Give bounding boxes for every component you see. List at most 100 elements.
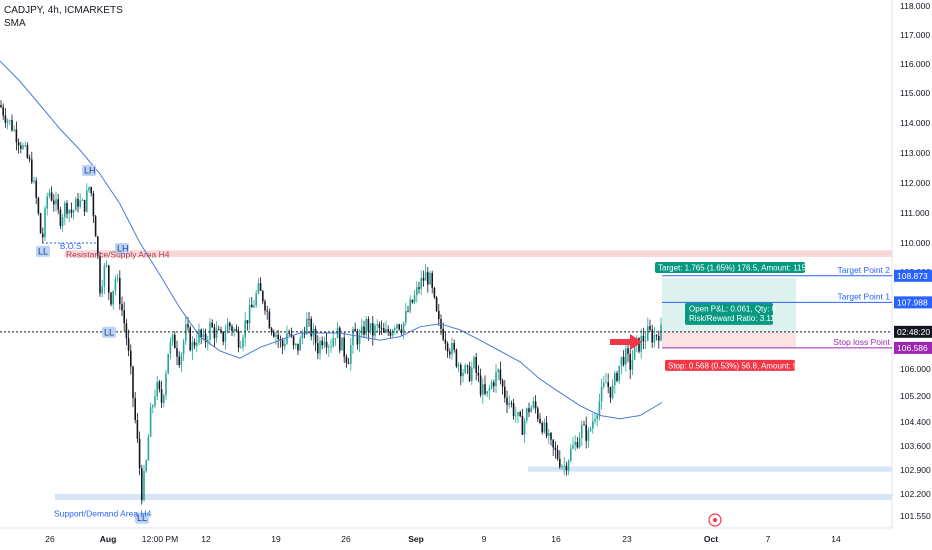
candle-body-273 xyxy=(600,386,603,402)
candle-body-44 xyxy=(97,236,99,256)
candle-208 xyxy=(457,362,460,373)
candle-body-239 xyxy=(526,408,528,421)
candle-97 xyxy=(213,323,216,348)
candle-body-147 xyxy=(323,341,326,346)
candle-body-176 xyxy=(387,329,389,333)
candle-body-217 xyxy=(477,372,480,376)
candle-body-108 xyxy=(237,330,240,348)
candle-197 xyxy=(433,287,436,299)
candle-31 xyxy=(68,209,70,222)
candle-body-298 xyxy=(655,335,658,337)
candle-94 xyxy=(207,335,209,351)
candle-257 xyxy=(565,461,568,476)
candle-58 xyxy=(127,329,130,357)
ll-marker-1: LL xyxy=(36,245,50,257)
candle-body-218 xyxy=(479,375,482,395)
candle-body-137 xyxy=(301,333,304,339)
candle-177 xyxy=(389,329,392,339)
candle-body-42 xyxy=(92,193,95,217)
candle-body-1 xyxy=(2,107,4,116)
candle-body-79 xyxy=(174,334,176,349)
candle-body-266 xyxy=(585,424,587,441)
candle-body-189 xyxy=(416,287,418,296)
candle-246 xyxy=(541,421,543,435)
candle-body-95 xyxy=(209,322,211,340)
candle-body-280 xyxy=(616,372,618,381)
candle-272 xyxy=(598,393,601,421)
candle-body-282 xyxy=(620,356,623,366)
candle-10 xyxy=(22,142,24,151)
candle-196 xyxy=(431,270,433,294)
candle-119 xyxy=(262,289,264,305)
candle-body-27 xyxy=(59,209,62,226)
candle-144 xyxy=(317,335,319,360)
candle-body-112 xyxy=(246,320,249,324)
candle-0 xyxy=(0,100,2,109)
candle-body-271 xyxy=(596,415,598,420)
candle-160 xyxy=(352,326,354,355)
x-tick-7: 9 xyxy=(482,534,487,544)
candle-body-141 xyxy=(310,318,312,337)
ll-marker-1-label: LL xyxy=(38,246,48,256)
candle-body-70 xyxy=(154,396,156,406)
candle-body-208 xyxy=(457,364,460,367)
support-zone xyxy=(55,494,892,501)
candle-66 xyxy=(145,459,147,473)
ll-marker-3-label: LL xyxy=(137,513,147,523)
candle-body-249 xyxy=(548,432,550,436)
candle-190 xyxy=(418,281,420,294)
event-marker-icon[interactable] xyxy=(708,513,722,527)
candle-body-89 xyxy=(196,342,198,346)
candle-269 xyxy=(592,413,594,434)
candle-265 xyxy=(583,420,585,426)
candle-154 xyxy=(339,326,341,354)
levels-layer xyxy=(0,242,892,349)
candle-39 xyxy=(86,183,88,213)
candle-body-221 xyxy=(486,391,488,394)
candle-46 xyxy=(101,279,103,298)
candle-body-50 xyxy=(110,292,112,305)
support-label: Support/Demand Area H4 xyxy=(54,509,152,519)
indicator-name[interactable]: SMA xyxy=(4,18,26,29)
candle-body-56 xyxy=(123,310,125,324)
candle-8 xyxy=(17,138,20,154)
candle-61 xyxy=(134,392,136,424)
candle-body-57 xyxy=(125,323,128,339)
candle-147 xyxy=(323,336,326,348)
event-marker[interactable] xyxy=(708,513,722,527)
candle-167 xyxy=(367,316,370,341)
candle-75 xyxy=(165,369,167,400)
candle-body-76 xyxy=(167,353,169,374)
candle-76 xyxy=(167,353,169,375)
candle-body-60 xyxy=(132,366,134,399)
y-tick-18: 101.550 xyxy=(900,511,931,521)
candle-body-22 xyxy=(48,192,51,197)
x-axis[interactable]: 26 Aug 12:00 PM 12 19 26 Sep 9 16 23 Oct 7 14 xyxy=(45,534,841,544)
candle-187 xyxy=(411,299,414,304)
y-axis[interactable]: 118.000 117.000 116.000 115.000 114.000 113.0… xyxy=(900,1,931,521)
candle-201 xyxy=(442,322,444,342)
candle-body-54 xyxy=(119,277,121,305)
candle-81 xyxy=(178,351,180,368)
annotations-layer: LH LH LL LL LL B.O.S Resistance/Supply A… xyxy=(36,165,891,524)
candle-137 xyxy=(301,329,304,345)
candle-166 xyxy=(365,315,367,339)
candle-116 xyxy=(255,290,257,308)
candle-body-154 xyxy=(339,327,341,351)
candle-body-116 xyxy=(255,293,257,306)
symbol-title[interactable]: CADJPY, 4h, ICMARKETS xyxy=(4,5,123,16)
candle-121 xyxy=(266,306,268,320)
candle-298 xyxy=(655,334,658,341)
candle-body-242 xyxy=(532,401,535,408)
candle-249 xyxy=(548,428,550,445)
candle-body-247 xyxy=(543,422,546,433)
candle-275 xyxy=(605,372,607,384)
candle-body-97 xyxy=(213,327,216,339)
candle-5 xyxy=(11,114,13,132)
candle-222 xyxy=(488,385,491,400)
price-tags: 108.873 107.988 02:48:20 106.586 xyxy=(894,269,932,354)
stop-label-text: Stop: 0.568 (0.53%) 56.8, Amount: 950 xyxy=(668,361,807,370)
candle-body-197 xyxy=(433,287,436,298)
